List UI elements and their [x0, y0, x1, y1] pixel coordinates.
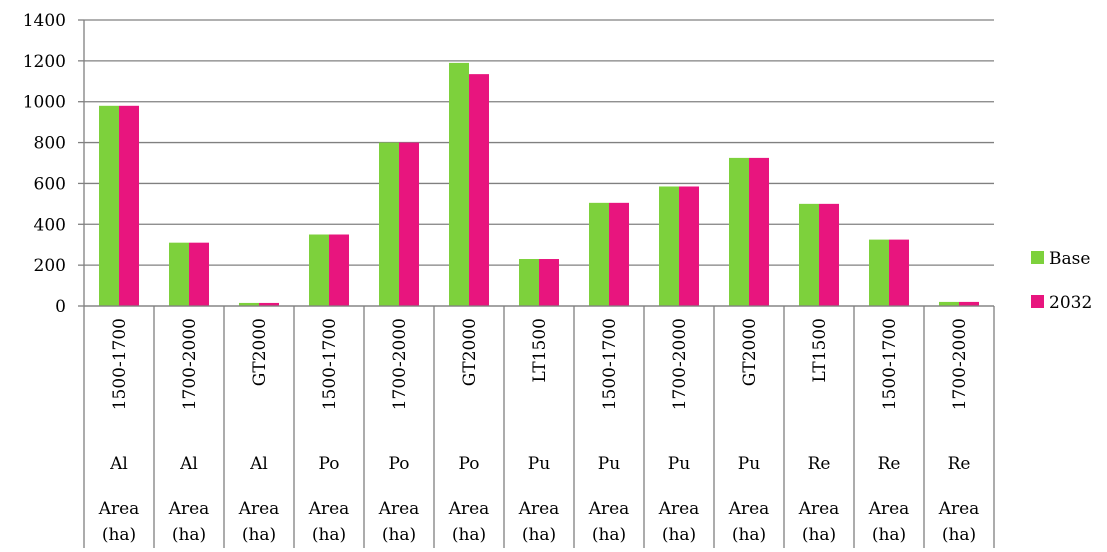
y-tick-label: 400: [34, 215, 66, 235]
category-range-label: GT2000: [460, 318, 480, 386]
category-group-label: Al: [109, 454, 128, 474]
y-tick-label: 1000: [23, 93, 66, 113]
category-measure-label: (ha): [522, 525, 556, 545]
category-range-label: 1500-1700: [110, 318, 130, 410]
category-range-label: 1700-2000: [950, 318, 970, 410]
category-measure-label: Area: [308, 499, 350, 519]
category-group-label: Al: [249, 454, 268, 474]
y-tick-label: 800: [34, 134, 66, 154]
category-measure-label: Area: [378, 499, 420, 519]
bar-base: [379, 142, 399, 306]
y-axis: 0 200 400 600 800 1000 1200 1400: [23, 11, 85, 317]
category-range-label: 1500-1700: [320, 318, 340, 410]
bar-base: [659, 186, 679, 306]
category-measure-label: Area: [798, 499, 840, 519]
category-measure-label: (ha): [102, 525, 136, 545]
y-tick-label: 1400: [23, 11, 66, 31]
bar-2032: [959, 301, 979, 306]
bar-2032: [539, 259, 559, 306]
y-tick-label: 600: [34, 174, 66, 194]
bar-2032: [329, 234, 349, 306]
category-measure-label: (ha): [662, 525, 696, 545]
category-measure-label: Area: [868, 499, 910, 519]
legend: Base 2032: [1031, 249, 1092, 313]
category-measure-label: Area: [728, 499, 770, 519]
bar-2032: [819, 203, 839, 306]
bar-base: [309, 234, 329, 306]
category-range-label: GT2000: [740, 318, 760, 386]
category-group-label: Po: [319, 454, 340, 474]
category-measure-label: (ha): [732, 525, 766, 545]
category-measure-label: (ha): [942, 525, 976, 545]
category-range-label: 1700-2000: [670, 318, 690, 410]
category-measure-label: (ha): [592, 525, 626, 545]
bars: [99, 62, 979, 307]
category-range-label: 1700-2000: [180, 318, 200, 410]
category-measure-label: Area: [98, 499, 140, 519]
bar-2032: [189, 242, 209, 306]
category-range-label: GT2000: [250, 318, 270, 386]
y-tick-label: 0: [55, 297, 66, 317]
bar-base: [239, 302, 259, 306]
category-measure-label: Area: [518, 499, 560, 519]
category-range-label: LT1500: [530, 318, 550, 383]
bar-base: [939, 301, 959, 306]
category-group-label: Pu: [598, 454, 620, 474]
legend-label-2032: 2032: [1049, 293, 1092, 313]
bar-2032: [119, 105, 139, 306]
category-group-label: Re: [948, 454, 971, 474]
category-measure-label: (ha): [172, 525, 206, 545]
category-group-label: Po: [459, 454, 480, 474]
legend-label-base: Base: [1049, 249, 1090, 269]
category-measure-label: (ha): [872, 525, 906, 545]
gridlines: [84, 19, 994, 307]
category-range-label: 1500-1700: [880, 318, 900, 410]
category-measure-label: Area: [448, 499, 490, 519]
y-tick-label: 1200: [23, 52, 66, 72]
category-measure-label: (ha): [382, 525, 416, 545]
bar-2032: [259, 302, 279, 306]
category-measure-label: Area: [938, 499, 980, 519]
x-axis-table: 1500-1700 Al Area (ha) 1700-2000 Al Area (ha) GT…: [83, 305, 995, 548]
category-range-label: 1500-1700: [600, 318, 620, 410]
bar-base: [799, 203, 819, 306]
bar-2032: [609, 202, 629, 306]
category-measure-label: Area: [168, 499, 210, 519]
category-group-label: Re: [808, 454, 831, 474]
category-group-label: Pu: [738, 454, 760, 474]
bar-base: [519, 259, 539, 306]
category-range-label: 1700-2000: [390, 318, 410, 410]
y-tick-label: 200: [34, 256, 66, 276]
category-group-label: Po: [389, 454, 410, 474]
bar-base: [169, 242, 189, 306]
category-group-label: Al: [179, 454, 198, 474]
category-measure-label: (ha): [242, 525, 276, 545]
category-measure-label: Area: [658, 499, 700, 519]
bar-2032: [399, 142, 419, 306]
legend-swatch-base: [1031, 251, 1044, 264]
category-group-label: Re: [878, 454, 901, 474]
bar-base: [589, 202, 609, 306]
bar-2032: [469, 74, 489, 306]
bar-2032: [679, 186, 699, 306]
category-range-label: LT1500: [810, 318, 830, 383]
bar-2032: [889, 239, 909, 306]
bar-base: [99, 105, 119, 306]
category-group-label: Pu: [668, 454, 690, 474]
bar-2032: [749, 157, 769, 306]
bar-base: [449, 62, 469, 307]
bar-base: [729, 157, 749, 306]
category-measure-label: Area: [588, 499, 630, 519]
category-measure-label: (ha): [452, 525, 486, 545]
category-measure-label: (ha): [802, 525, 836, 545]
bar-base: [869, 239, 889, 306]
category-measure-label: (ha): [312, 525, 346, 545]
category-measure-label: Area: [238, 499, 280, 519]
legend-swatch-2032: [1031, 295, 1044, 308]
category-group-label: Pu: [528, 454, 550, 474]
